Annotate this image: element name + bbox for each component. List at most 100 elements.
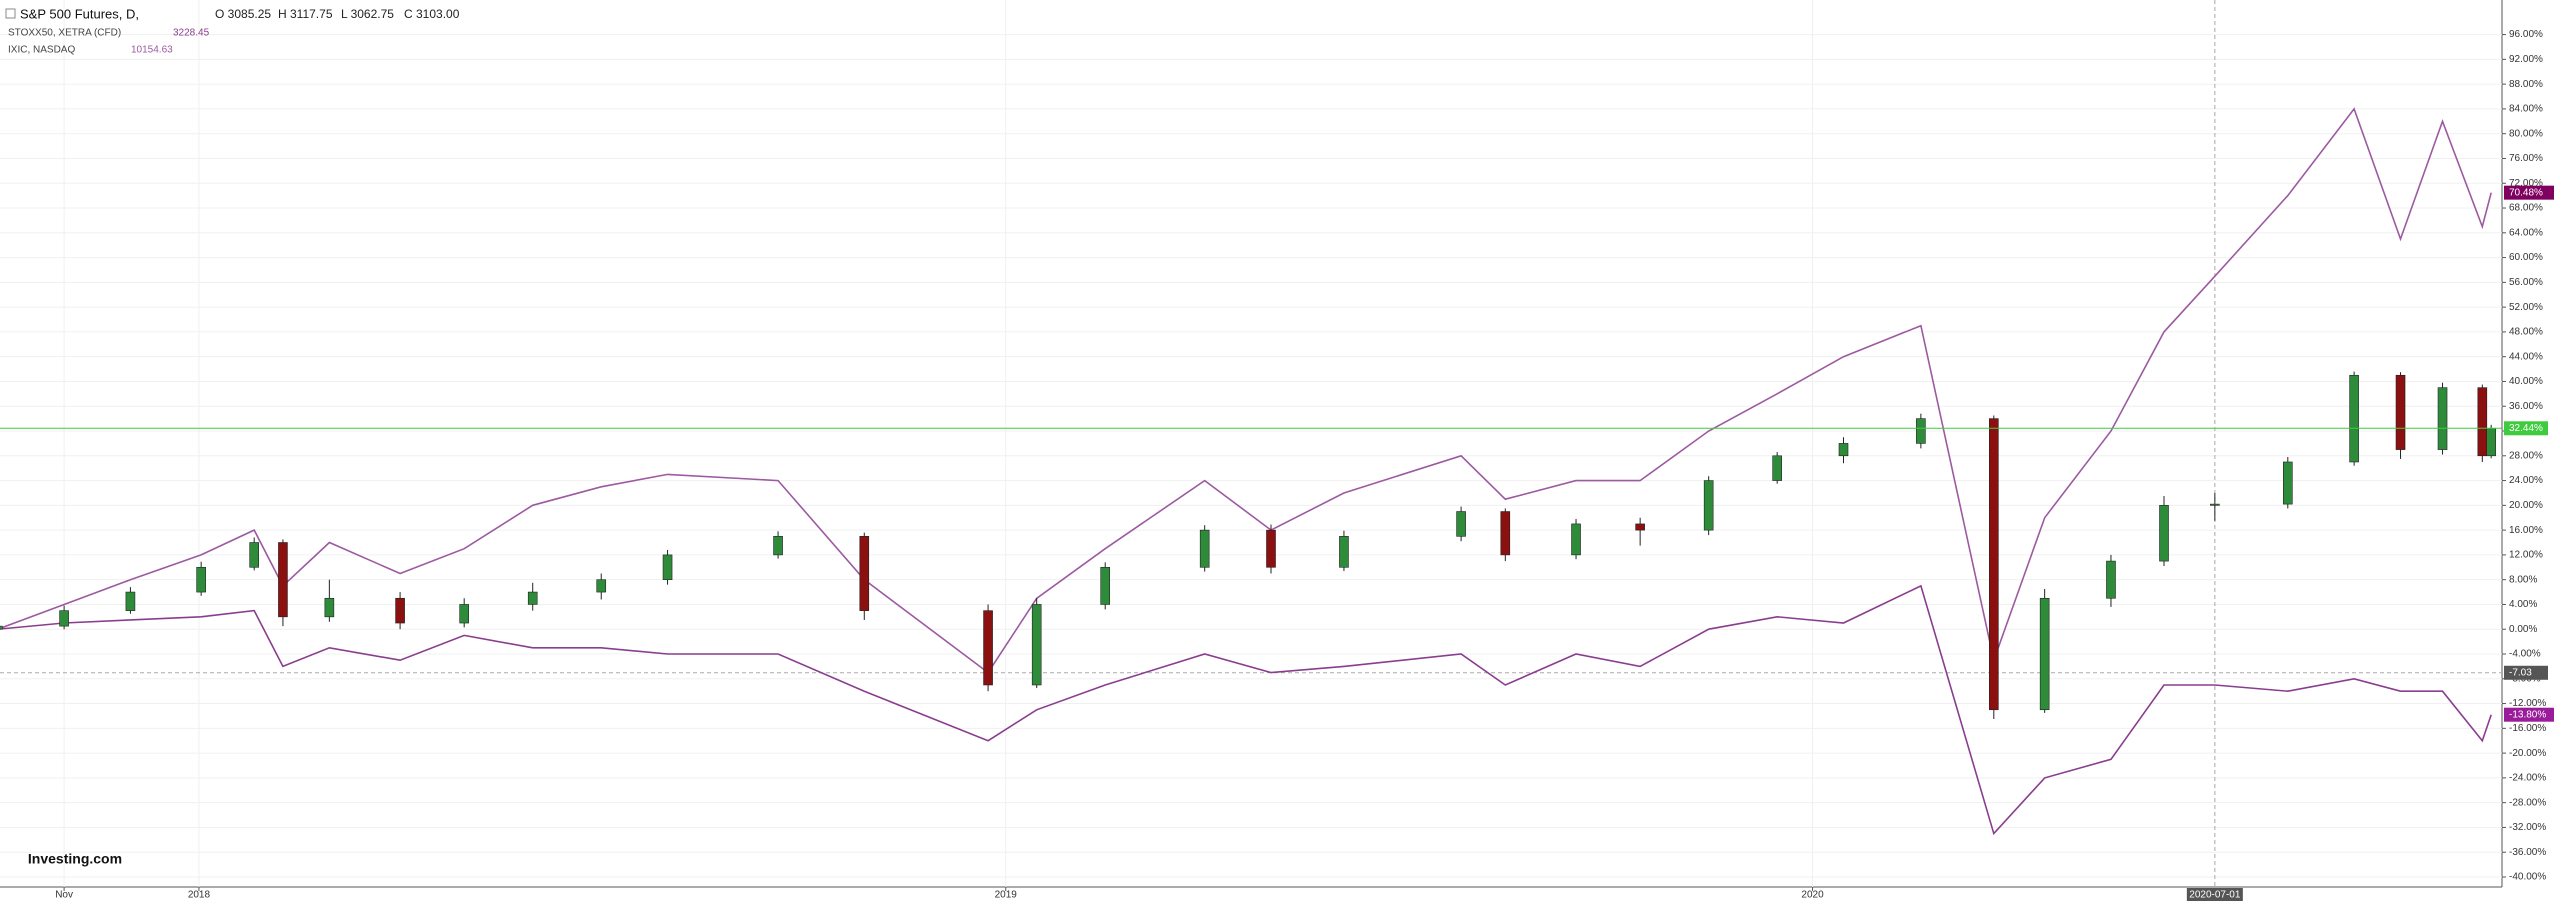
ohlc-value: O 3085.25 <box>215 7 271 21</box>
candle-body <box>2159 505 2169 562</box>
y-tick-label: 96.00% <box>2509 29 2543 40</box>
candle-body <box>596 579 607 593</box>
candle-body <box>2106 560 2116 599</box>
y-tick-label: 28.00% <box>2509 450 2543 461</box>
candle-body <box>2395 374 2406 450</box>
last-value-label: -13.80% <box>2509 709 2546 720</box>
series-line <box>0 107 2492 674</box>
candle-body <box>0 625 3 630</box>
y-tick-label: 4.00% <box>2509 599 2537 610</box>
y-tick-label: 52.00% <box>2509 302 2543 313</box>
last-price-badge <box>2504 421 2548 436</box>
y-tick-label: 80.00% <box>2509 128 2543 139</box>
candle-body <box>1703 480 1714 531</box>
y-tick-label: 84.00% <box>2509 104 2543 115</box>
candle-body <box>662 554 673 580</box>
candle-body <box>773 536 783 556</box>
y-tick-label: 0.00% <box>2509 624 2537 635</box>
candle-body <box>249 542 259 568</box>
y-tick-label: -16.00% <box>2509 723 2546 734</box>
x-tick-label: Nov <box>55 890 73 901</box>
candle-body <box>1266 529 1276 568</box>
candle-body <box>1456 511 1466 537</box>
candle-body <box>2437 387 2448 450</box>
crosshair-y-label: -7.03 <box>2509 667 2532 678</box>
legend-label: STOXX50, XETRA (CFD) <box>8 28 121 39</box>
candle-body <box>278 542 288 618</box>
last-value-badge <box>2504 185 2554 200</box>
ohlc-value: C 3103.00 <box>404 7 460 21</box>
y-tick-label: -24.00% <box>2509 773 2546 784</box>
y-tick-label: 48.00% <box>2509 327 2543 338</box>
y-tick-label: 56.00% <box>2509 277 2543 288</box>
y-tick-label: 24.00% <box>2509 475 2543 486</box>
y-tick-label: 40.00% <box>2509 376 2543 387</box>
collapse-icon[interactable] <box>5 8 16 19</box>
y-tick-label: 16.00% <box>2509 525 2543 536</box>
candle-body <box>324 597 335 618</box>
y-tick-label: 44.00% <box>2509 351 2543 362</box>
candle-body <box>1772 455 1782 481</box>
candle-body <box>1571 523 1581 556</box>
candle-body <box>395 597 405 624</box>
ohlc-value: L 3062.75 <box>341 7 394 21</box>
y-tick-label: -4.00% <box>2509 649 2541 660</box>
candle-body <box>196 566 206 593</box>
x-tick-label: 2020 <box>1801 890 1824 901</box>
candle-body <box>1199 529 1210 568</box>
candle-body <box>1635 523 1645 531</box>
y-tick-label: 76.00% <box>2509 153 2543 164</box>
y-tick-label: -28.00% <box>2509 797 2546 808</box>
y-tick-label: -12.00% <box>2509 698 2546 709</box>
y-tick-label: 88.00% <box>2509 79 2543 90</box>
candle-body <box>1916 418 1926 444</box>
legend: O 3085.25 H 3117.75 L 3062.75 C 3103.00 STOX… <box>8 7 460 55</box>
y-tick-label: 64.00% <box>2509 227 2543 238</box>
last-value-badge <box>2504 707 2554 722</box>
legend-quote: 10154.63 <box>131 45 173 56</box>
chart-title: S&P 500 Futures, D, <box>20 6 139 21</box>
y-tick-label: 12.00% <box>2509 550 2543 561</box>
y-tick-label: 60.00% <box>2509 252 2543 263</box>
candle-body <box>2477 387 2488 457</box>
candle-body <box>859 536 870 611</box>
series-line <box>0 584 2492 836</box>
candle-body <box>1989 418 1999 711</box>
y-tick-label: 20.00% <box>2509 500 2543 511</box>
y-tick-label: -20.00% <box>2509 748 2546 759</box>
candle-body <box>59 610 69 627</box>
y-tick-label: -40.00% <box>2509 872 2546 883</box>
candle-body <box>1100 566 1111 605</box>
ohlc-value: H 3117.75 <box>278 7 333 21</box>
candle-body <box>125 591 136 611</box>
y-tick-label: 8.00% <box>2509 574 2537 585</box>
candle-body <box>527 591 538 605</box>
y-tick-label: 36.00% <box>2509 401 2543 412</box>
candle-body <box>1031 604 1042 686</box>
candle-body <box>459 604 469 624</box>
y-tick-label: -32.00% <box>2509 822 2546 833</box>
y-tick-label: 92.00% <box>2509 54 2543 65</box>
x-tick-label: 2018 <box>188 890 211 901</box>
candle-body <box>2039 597 2050 711</box>
candle-body <box>2349 374 2359 463</box>
candle-body <box>1500 511 1511 556</box>
legend-quote: 3228.45 <box>173 28 210 39</box>
plot-area <box>0 0 2502 887</box>
last-price-label: 32.44% <box>2509 423 2543 434</box>
legend-label: IXIC, NASDAQ <box>8 45 75 56</box>
y-tick-label: 72.00% <box>2509 178 2543 189</box>
last-value-label: 70.48% <box>2509 187 2543 198</box>
candle-body <box>1339 536 1349 568</box>
x-tick-label: 2019 <box>995 890 1018 901</box>
y-tick-label: -36.00% <box>2509 847 2546 858</box>
crosshair-x-label: 2020-07-01 <box>2189 890 2241 901</box>
candle-body <box>2282 461 2293 505</box>
candle-body <box>983 610 993 686</box>
y-tick-label: 68.00% <box>2509 203 2543 214</box>
crosshair-y-badge <box>2504 665 2548 680</box>
crosshair-x-badge <box>2186 888 2243 901</box>
candle-body <box>1838 443 1849 457</box>
